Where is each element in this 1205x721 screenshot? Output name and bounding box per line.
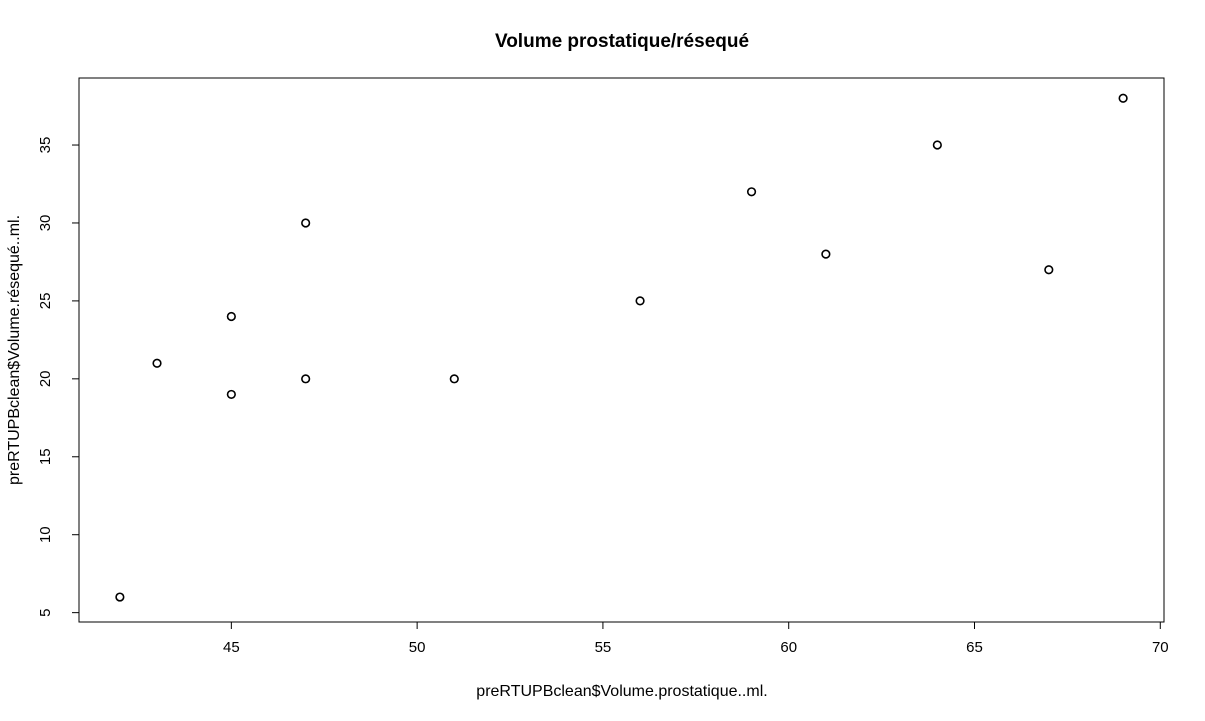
data-point xyxy=(301,374,311,384)
data-point xyxy=(1118,93,1128,103)
y-tick-label: 5 xyxy=(37,608,54,616)
data-point xyxy=(115,592,125,602)
y-tick-label: 15 xyxy=(37,448,54,465)
data-point xyxy=(301,218,311,228)
y-tick-label: 10 xyxy=(37,526,54,543)
x-axis: 45 50 55 60 65 70 xyxy=(223,621,1169,656)
data-points xyxy=(115,93,1128,602)
data-point xyxy=(932,140,942,150)
data-point xyxy=(635,296,645,306)
y-tick-label: 20 xyxy=(37,370,54,387)
data-point xyxy=(449,374,459,384)
y-axis-label: preRTUPBclean$Volume.résequé..ml. xyxy=(6,215,23,485)
y-tick-label: 25 xyxy=(37,293,54,310)
x-tick-label: 50 xyxy=(409,639,426,656)
y-tick-label: 35 xyxy=(37,137,54,154)
data-point xyxy=(226,389,236,400)
data-point xyxy=(821,249,831,259)
x-tick-label: 60 xyxy=(780,639,797,656)
x-tick-label: 70 xyxy=(1152,639,1169,656)
x-axis-label: preRTUPBclean$Volume.prostatique..ml. xyxy=(476,683,767,700)
x-tick-label: 65 xyxy=(966,639,983,656)
x-tick-label: 55 xyxy=(595,639,612,656)
data-point xyxy=(152,358,162,368)
chart-title: Volume prostatique/résequé xyxy=(495,31,749,52)
x-tick-label: 45 xyxy=(223,639,240,656)
data-point xyxy=(746,187,757,197)
data-point xyxy=(1044,265,1054,275)
y-tick-label: 30 xyxy=(37,215,54,232)
plot-frame xyxy=(78,77,1165,623)
y-axis: 5 10 15 20 25 30 35 xyxy=(37,137,80,617)
data-point xyxy=(226,311,236,322)
